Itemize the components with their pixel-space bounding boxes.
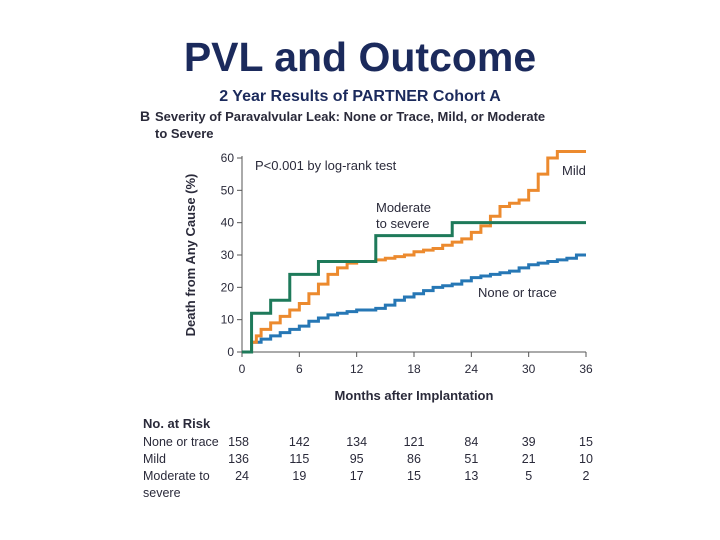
x-tick-label: 18 <box>407 362 421 376</box>
risk-table-row-label: Mild <box>143 452 166 466</box>
risk-table-cell: 15 <box>407 469 421 483</box>
risk-table-cell: 51 <box>464 452 478 466</box>
x-tick-label: 24 <box>465 362 479 376</box>
x-tick-label: 0 <box>239 362 246 376</box>
chart-title-line2: to Severe <box>155 126 214 141</box>
risk-table-row-label: severe <box>143 486 181 500</box>
y-tick-label: 20 <box>221 280 235 294</box>
slide-title: PVL and Outcome <box>183 34 537 80</box>
risk-table-row-label: Moderate to <box>143 469 210 483</box>
y-tick-label: 30 <box>221 248 235 262</box>
panel-letter: B <box>140 108 150 124</box>
risk-table-cell: 134 <box>346 435 367 449</box>
series-line-moderate <box>242 221 586 354</box>
risk-table-cell: 142 <box>289 435 310 449</box>
y-tick-label: 50 <box>221 183 235 197</box>
y-axis-label: Death from Any Cause (%) <box>183 174 198 337</box>
p-value-annotation: P<0.001 by log-rank test <box>255 158 397 173</box>
risk-table-cell: 86 <box>407 452 421 466</box>
y-tick-label: 0 <box>227 345 234 359</box>
risk-table-cell: 39 <box>522 435 536 449</box>
risk-table-cell: 158 <box>228 435 249 449</box>
series-label-none: None or trace <box>478 285 557 300</box>
risk-table-cell: 19 <box>292 469 306 483</box>
series-label-moderate: to severe <box>376 216 429 231</box>
x-tick-label: 30 <box>522 362 536 376</box>
risk-table-cell: 10 <box>579 452 593 466</box>
risk-table-cell: 136 <box>228 452 249 466</box>
risk-table-cell: 115 <box>289 452 309 466</box>
x-tick-label: 6 <box>296 362 303 376</box>
risk-table-cell: 21 <box>522 452 536 466</box>
chart-layer: B Severity of Paravalvular Leak: None or … <box>140 108 593 500</box>
risk-table-cell: 17 <box>350 469 364 483</box>
series-label-moderate: Moderate <box>376 200 431 215</box>
series-line-mild <box>242 150 586 354</box>
risk-table-cell: 95 <box>350 452 364 466</box>
series-line-none <box>242 253 586 354</box>
y-tick-label: 60 <box>221 151 235 165</box>
risk-table-cell: 2 <box>583 469 590 483</box>
slide-subtitle: 2 Year Results of PARTNER Cohort A <box>219 88 501 105</box>
risk-table-row-label: None or trace <box>143 435 219 449</box>
x-tick-label: 12 <box>350 362 364 376</box>
risk-table-cell: 13 <box>464 469 478 483</box>
risk-table-cell: 5 <box>525 469 532 483</box>
risk-table-cell: 24 <box>235 469 249 483</box>
chart-title-line1: Severity of Paravalvular Leak: None or T… <box>155 109 545 124</box>
y-tick-label: 10 <box>221 313 235 327</box>
y-tick-label: 40 <box>221 216 235 230</box>
x-tick-label: 36 <box>579 362 593 376</box>
x-axis-label: Months after Implantation <box>335 388 494 403</box>
risk-table-cell: 15 <box>579 435 593 449</box>
risk-table-header: No. at Risk <box>143 416 211 431</box>
risk-table-cell: 121 <box>404 435 425 449</box>
risk-table-cell: 84 <box>464 435 478 449</box>
series-label-mild: Mild <box>562 163 586 178</box>
